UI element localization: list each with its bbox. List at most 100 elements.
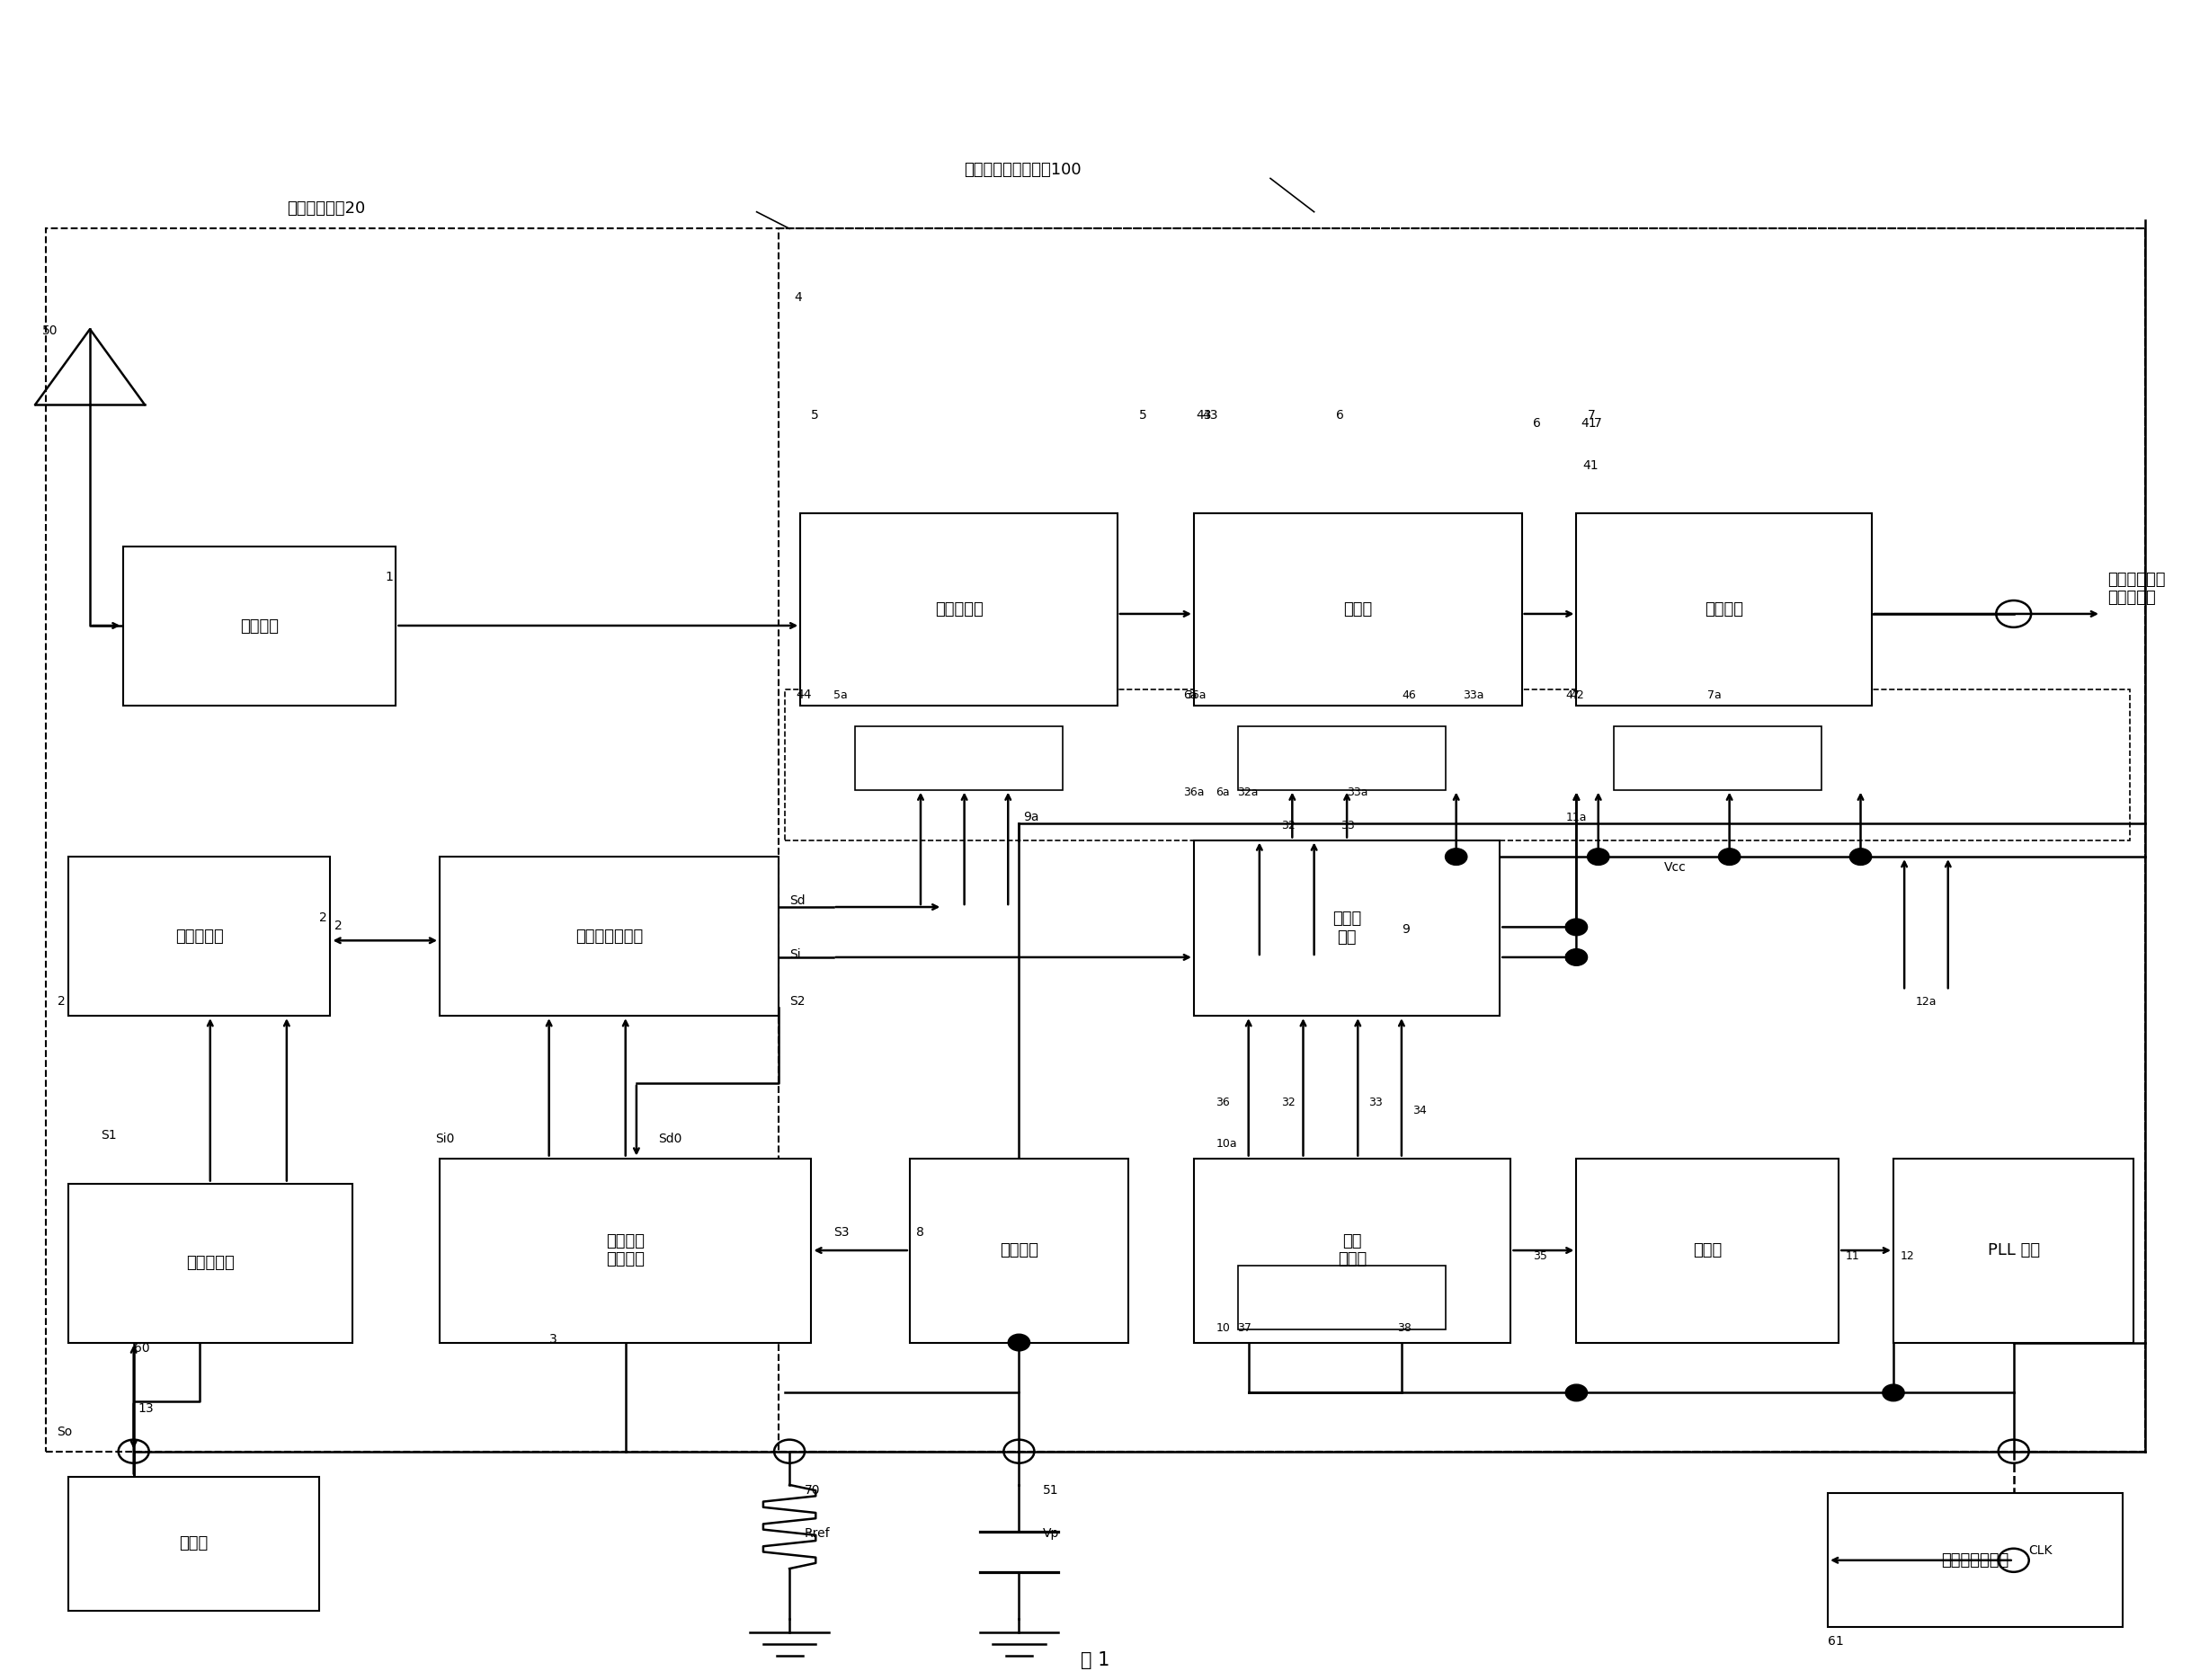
Text: 32: 32	[1282, 1097, 1295, 1109]
Circle shape	[1008, 1334, 1030, 1351]
Text: 偏置电流
检出电路: 偏置电流 检出电路	[607, 1233, 644, 1268]
Circle shape	[1849, 848, 1871, 865]
Text: So: So	[57, 1425, 72, 1438]
Circle shape	[1882, 1384, 1904, 1401]
FancyBboxPatch shape	[1238, 726, 1446, 790]
Text: 5: 5	[1139, 408, 1148, 422]
Text: 38: 38	[1398, 1322, 1411, 1334]
Text: 时钟信号发生器: 时钟信号发生器	[1941, 1552, 2009, 1569]
Text: CLK: CLK	[2029, 1544, 2053, 1557]
Text: 60: 60	[134, 1342, 149, 1354]
Text: 10a: 10a	[1216, 1137, 1238, 1149]
Text: 34: 34	[1413, 1105, 1426, 1117]
Text: 2: 2	[57, 995, 66, 1008]
Text: 43: 43	[1203, 408, 1218, 422]
Text: 无线接收用集成电路100: 无线接收用集成电路100	[964, 163, 1082, 178]
FancyBboxPatch shape	[1238, 1265, 1446, 1329]
FancyBboxPatch shape	[440, 1158, 811, 1342]
Text: 5a: 5a	[833, 689, 848, 701]
Text: 33: 33	[1341, 820, 1354, 832]
Text: 44: 44	[795, 689, 811, 701]
Text: 计数器电路: 计数器电路	[186, 1255, 234, 1272]
Text: 36a: 36a	[1185, 689, 1207, 701]
Text: Si: Si	[789, 948, 800, 961]
Text: 本地
振荡器: 本地 振荡器	[1339, 1233, 1367, 1268]
Text: 51: 51	[1043, 1483, 1058, 1497]
Text: Sd: Sd	[789, 894, 806, 907]
FancyBboxPatch shape	[123, 548, 397, 706]
FancyBboxPatch shape	[1194, 840, 1501, 1016]
Text: 存储器电路: 存储器电路	[175, 929, 223, 944]
Text: 7: 7	[1586, 408, 1595, 422]
Text: 9a: 9a	[1023, 811, 1039, 823]
Text: 41: 41	[1580, 417, 1597, 430]
Text: 7: 7	[1593, 417, 1602, 430]
Circle shape	[1567, 1384, 1586, 1401]
Text: 33a: 33a	[1464, 689, 1483, 701]
Text: 缓冲器
电路: 缓冲器 电路	[1332, 911, 1361, 946]
Text: 43: 43	[1196, 408, 1212, 422]
FancyBboxPatch shape	[68, 857, 331, 1016]
Text: 无线接收电路20: 无线接收电路20	[287, 200, 366, 217]
FancyBboxPatch shape	[440, 857, 778, 1016]
Text: 12a: 12a	[1915, 996, 1937, 1008]
Text: 61: 61	[1827, 1635, 1845, 1648]
Text: 去往映像声音
信号处理电: 去往映像声音 信号处理电	[2108, 571, 2165, 606]
Text: 42: 42	[1571, 689, 1584, 701]
Text: 4: 4	[793, 291, 802, 304]
Text: 6: 6	[1534, 417, 1540, 430]
FancyBboxPatch shape	[1194, 514, 1523, 706]
Text: 8: 8	[916, 1226, 925, 1238]
Text: 混频器: 混频器	[1343, 601, 1372, 618]
Text: 35: 35	[1534, 1250, 1547, 1262]
Text: Vp: Vp	[1043, 1527, 1060, 1541]
Text: 9: 9	[1402, 922, 1409, 936]
FancyBboxPatch shape	[909, 1158, 1128, 1342]
Text: 2: 2	[335, 919, 342, 932]
Text: 3: 3	[550, 1334, 557, 1346]
Text: 电流控制器电路: 电流控制器电路	[576, 929, 642, 944]
Text: PLL 电路: PLL 电路	[1987, 1242, 2040, 1258]
Text: 36a: 36a	[1183, 786, 1205, 798]
Circle shape	[1567, 949, 1586, 966]
Text: 11: 11	[1845, 1250, 1860, 1262]
Text: 37: 37	[1238, 1322, 1251, 1334]
Text: 中频电路: 中频电路	[1705, 601, 1744, 618]
Circle shape	[1718, 848, 1740, 865]
Circle shape	[1586, 848, 1608, 865]
Text: Rref: Rref	[804, 1527, 830, 1541]
FancyBboxPatch shape	[1893, 1158, 2134, 1342]
Text: 32a: 32a	[1238, 786, 1258, 798]
Text: S2: S2	[789, 995, 806, 1008]
Text: 11a: 11a	[1567, 811, 1586, 823]
Circle shape	[1567, 919, 1586, 936]
FancyBboxPatch shape	[854, 726, 1063, 790]
Text: 6a: 6a	[1216, 786, 1229, 798]
Text: 32: 32	[1282, 820, 1295, 832]
Text: 控制器: 控制器	[180, 1536, 208, 1552]
Text: 恒电压源: 恒电压源	[999, 1242, 1039, 1258]
Text: 50: 50	[42, 324, 57, 338]
Text: 10: 10	[1216, 1322, 1229, 1334]
FancyBboxPatch shape	[68, 1477, 320, 1611]
Text: 33: 33	[1369, 1097, 1383, 1109]
FancyBboxPatch shape	[68, 1183, 353, 1342]
Text: 前端电路: 前端电路	[241, 618, 278, 635]
FancyBboxPatch shape	[1575, 514, 1871, 706]
Text: 分频器: 分频器	[1694, 1242, 1722, 1258]
Text: S1: S1	[101, 1129, 116, 1141]
Text: 5: 5	[811, 408, 819, 422]
Text: 1: 1	[386, 571, 392, 583]
Text: 41: 41	[1582, 459, 1599, 472]
Text: 6a: 6a	[1183, 689, 1196, 701]
Text: 36: 36	[1216, 1097, 1229, 1109]
Text: 46: 46	[1402, 689, 1415, 701]
Text: 13: 13	[138, 1401, 153, 1415]
FancyBboxPatch shape	[800, 514, 1117, 706]
Text: 2: 2	[320, 911, 326, 924]
Text: 高频放大器: 高频放大器	[936, 601, 984, 618]
Text: 12: 12	[1900, 1250, 1915, 1262]
Text: S3: S3	[833, 1226, 848, 1238]
Text: Si0: Si0	[436, 1132, 454, 1144]
Text: 图 1: 图 1	[1080, 1651, 1111, 1670]
